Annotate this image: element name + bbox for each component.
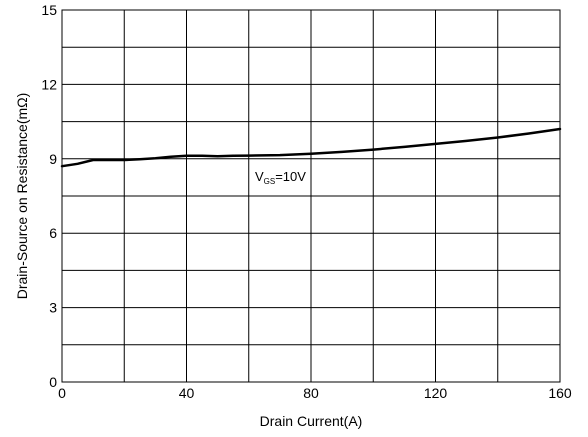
vgs-annotation-rest: =10V (275, 169, 306, 184)
y-tick-label: 0 (49, 374, 57, 390)
y-tick-label: 15 (41, 2, 57, 18)
vgs-annotation-main: V (255, 169, 264, 184)
y-axis-label: Drain-Source on Resistance(mΩ) (14, 93, 30, 300)
y-tick-label: 9 (49, 151, 57, 167)
series-layer (60, 127, 562, 168)
grid (62, 10, 560, 382)
x-tick-label: 120 (424, 385, 448, 401)
y-tick-label: 3 (49, 300, 57, 316)
y-tick-label: 12 (41, 76, 57, 92)
vgs-annotation: VGS=10V (255, 169, 306, 186)
x-tick-label: 40 (179, 385, 195, 401)
x-tick-label: 160 (548, 385, 572, 401)
x-tick-label: 80 (303, 385, 319, 401)
plot-frame (61, 9, 561, 383)
series-line (60, 127, 562, 168)
y-tick-labels: 0 3 6 9 12 15 (41, 2, 57, 390)
y-tick-label: 6 (49, 225, 57, 241)
x-tick-label: 0 (58, 385, 66, 401)
vgs-annotation-sub: GS (264, 177, 276, 186)
x-tick-labels: 0 40 80 120 160 (58, 385, 572, 401)
x-axis-label: Drain Current(A) (260, 413, 363, 429)
